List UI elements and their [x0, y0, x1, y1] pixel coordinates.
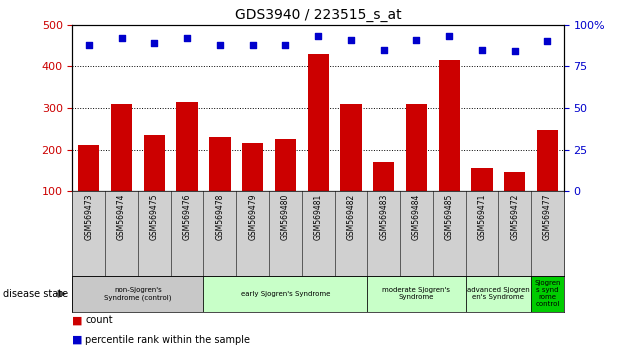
Point — [444, 34, 454, 39]
Text: ■: ■ — [72, 335, 83, 345]
Point — [313, 34, 323, 39]
Point — [411, 37, 421, 42]
Point — [248, 42, 258, 47]
Bar — [438, 60, 460, 233]
Point — [215, 42, 225, 47]
Text: non-Sjogren's
Syndrome (control): non-Sjogren's Syndrome (control) — [104, 287, 172, 301]
Text: GSM569483: GSM569483 — [379, 194, 388, 240]
Text: GSM569481: GSM569481 — [314, 194, 323, 240]
Text: percentile rank within the sample: percentile rank within the sample — [85, 335, 250, 345]
Point — [149, 40, 159, 46]
Bar — [367, 276, 466, 312]
Bar — [406, 104, 427, 233]
Text: moderate Sjogren's
Syndrome: moderate Sjogren's Syndrome — [382, 287, 450, 300]
Bar — [72, 276, 203, 312]
Text: GSM569476: GSM569476 — [183, 194, 192, 240]
Text: GSM569484: GSM569484 — [412, 194, 421, 240]
Bar — [531, 276, 564, 312]
Bar — [373, 162, 394, 233]
Point — [379, 47, 389, 53]
Text: GSM569475: GSM569475 — [150, 194, 159, 240]
Point — [117, 35, 127, 41]
Bar — [471, 168, 493, 233]
Point — [182, 35, 192, 41]
Text: GSM569471: GSM569471 — [478, 194, 486, 240]
Bar — [176, 102, 198, 233]
Text: GSM569480: GSM569480 — [281, 194, 290, 240]
Text: Sjogren
s synd
rome
control: Sjogren s synd rome control — [534, 280, 561, 307]
Text: GSM569479: GSM569479 — [248, 194, 257, 240]
Point — [510, 48, 520, 54]
Bar — [340, 104, 362, 233]
Text: GSM569474: GSM569474 — [117, 194, 126, 240]
Text: advanced Sjogren
en's Syndrome: advanced Sjogren en's Syndrome — [467, 287, 530, 300]
Text: count: count — [85, 315, 113, 325]
Text: early Sjogren's Syndrome: early Sjogren's Syndrome — [241, 291, 330, 297]
Title: GDS3940 / 223515_s_at: GDS3940 / 223515_s_at — [235, 8, 401, 22]
Text: GSM569472: GSM569472 — [510, 194, 519, 240]
Text: ■: ■ — [72, 315, 83, 325]
Bar — [504, 172, 525, 233]
Bar — [203, 276, 367, 312]
Bar — [275, 139, 296, 233]
Text: GSM569473: GSM569473 — [84, 194, 93, 240]
Bar — [466, 276, 531, 312]
Bar — [307, 54, 329, 233]
Bar — [111, 104, 132, 233]
Bar — [144, 135, 165, 233]
Text: GSM569485: GSM569485 — [445, 194, 454, 240]
Point — [477, 47, 487, 53]
Text: GSM569478: GSM569478 — [215, 194, 224, 240]
Point — [280, 42, 290, 47]
Bar — [78, 145, 100, 233]
Text: GSM569482: GSM569482 — [346, 194, 355, 240]
Point — [542, 39, 553, 44]
Bar — [537, 130, 558, 233]
Text: disease state: disease state — [3, 289, 68, 299]
Bar — [209, 137, 231, 233]
Point — [84, 42, 94, 47]
Text: GSM569477: GSM569477 — [543, 194, 552, 240]
Bar — [242, 143, 263, 233]
Point — [346, 37, 356, 42]
